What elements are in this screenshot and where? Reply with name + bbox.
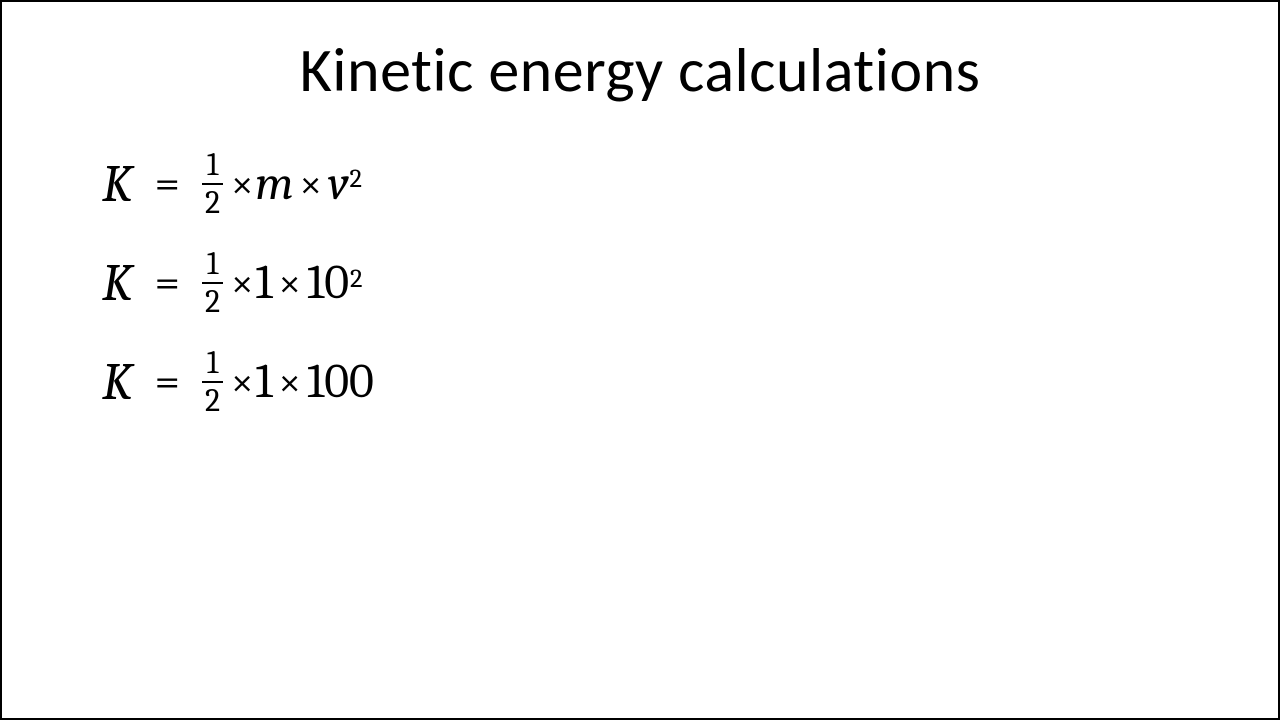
- equation-line-1: K = 1 2 × m × v 2: [102, 148, 1208, 219]
- exponent: 2: [350, 266, 362, 292]
- times-sign: ×: [300, 164, 322, 204]
- fraction-half: 1 2: [202, 148, 223, 219]
- fraction-numerator: 1: [204, 247, 222, 282]
- variable-m: m: [255, 160, 293, 208]
- times-sign: ×: [279, 263, 301, 303]
- times-sign: ×: [231, 362, 253, 402]
- exponent: 2: [350, 166, 362, 192]
- variable-k: K: [102, 158, 132, 210]
- times-sign: ×: [279, 362, 301, 402]
- value-mass: 1: [255, 259, 272, 307]
- value-velocity: 10: [307, 259, 349, 307]
- times-sign: ×: [231, 263, 253, 303]
- fraction-denominator: 2: [202, 183, 223, 220]
- fraction-numerator: 1: [204, 148, 222, 183]
- fraction-numerator: 1: [204, 346, 222, 381]
- fraction-half: 1 2: [202, 247, 223, 318]
- equals-sign: =: [154, 359, 179, 405]
- equals-sign: =: [154, 260, 179, 306]
- equation-list: K = 1 2 × m × v 2 K = 1 2 × 1 × 10 2: [102, 148, 1208, 418]
- equation-line-3: K = 1 2 × 1 × 100: [102, 346, 1208, 417]
- fraction-half: 1 2: [202, 346, 223, 417]
- variable-k: K: [102, 257, 132, 309]
- times-sign: ×: [231, 164, 253, 204]
- value-v-squared: 100: [307, 358, 374, 406]
- equals-sign: =: [154, 161, 179, 207]
- value-mass: 1: [255, 358, 272, 406]
- page-title: Kinetic energy calculations: [72, 32, 1208, 108]
- slide-content: Kinetic energy calculations K = 1 2 × m …: [2, 2, 1278, 448]
- variable-v: v: [328, 160, 349, 208]
- variable-k: K: [102, 356, 132, 408]
- fraction-denominator: 2: [202, 381, 223, 418]
- equation-line-2: K = 1 2 × 1 × 10 2: [102, 247, 1208, 318]
- fraction-denominator: 2: [202, 282, 223, 319]
